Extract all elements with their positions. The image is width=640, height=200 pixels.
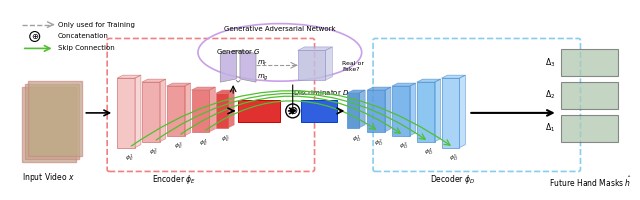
- Polygon shape: [385, 87, 391, 132]
- Text: Concatenation: Concatenation: [58, 33, 108, 39]
- Polygon shape: [166, 83, 191, 86]
- Text: $\phi^4_D$: $\phi^4_D$: [424, 147, 433, 157]
- Polygon shape: [417, 82, 435, 142]
- Polygon shape: [359, 90, 365, 128]
- Text: $\phi^5_D$: $\phi^5_D$: [449, 153, 458, 163]
- Text: Only used for Training: Only used for Training: [58, 22, 134, 28]
- Polygon shape: [298, 47, 332, 50]
- Polygon shape: [191, 90, 209, 132]
- Polygon shape: [160, 79, 166, 142]
- Text: $\phi^3_D$: $\phi^3_D$: [399, 141, 408, 151]
- Polygon shape: [240, 50, 256, 82]
- FancyBboxPatch shape: [28, 81, 83, 156]
- Text: Decoder $\phi_D$: Decoder $\phi_D$: [430, 173, 475, 186]
- Polygon shape: [142, 79, 166, 82]
- Text: $\oplus$: $\oplus$: [287, 105, 298, 116]
- Polygon shape: [392, 86, 410, 136]
- Polygon shape: [184, 83, 191, 136]
- Text: $\Delta_1$: $\Delta_1$: [545, 122, 556, 134]
- Text: Generator $G$: Generator $G$: [216, 47, 260, 56]
- Polygon shape: [326, 47, 332, 80]
- Circle shape: [286, 104, 300, 118]
- Text: Future Hand Masks $\hat{h}$: Future Hand Masks $\hat{h}$: [549, 174, 632, 189]
- FancyBboxPatch shape: [25, 84, 79, 159]
- Polygon shape: [117, 78, 135, 148]
- Text: $m_r$: $m_r$: [257, 59, 268, 68]
- Polygon shape: [417, 79, 440, 82]
- FancyBboxPatch shape: [561, 115, 618, 142]
- Text: $m_g$: $m_g$: [257, 73, 269, 83]
- Text: $\phi^2_D$: $\phi^2_D$: [374, 137, 384, 148]
- Text: Input Video $x$: Input Video $x$: [22, 171, 75, 184]
- Text: Generative Adversarial Network: Generative Adversarial Network: [224, 26, 335, 32]
- Polygon shape: [367, 87, 391, 90]
- Polygon shape: [142, 82, 160, 142]
- Polygon shape: [442, 75, 465, 78]
- Polygon shape: [298, 50, 326, 80]
- Polygon shape: [301, 100, 337, 122]
- Polygon shape: [228, 90, 234, 128]
- Polygon shape: [348, 90, 365, 93]
- Polygon shape: [191, 87, 215, 90]
- Text: Encoder $\phi_E$: Encoder $\phi_E$: [152, 173, 196, 186]
- FancyBboxPatch shape: [561, 49, 618, 76]
- Polygon shape: [410, 83, 416, 136]
- Polygon shape: [460, 75, 465, 148]
- Text: $\Delta_2$: $\Delta_2$: [545, 89, 556, 101]
- Polygon shape: [220, 50, 236, 82]
- Polygon shape: [392, 83, 416, 86]
- Text: $\phi^2_E$: $\phi^2_E$: [149, 147, 158, 157]
- Polygon shape: [166, 86, 184, 136]
- Text: $\phi^4_E$: $\phi^4_E$: [199, 137, 208, 148]
- Polygon shape: [348, 93, 359, 128]
- Text: $\phi^1_E$: $\phi^1_E$: [125, 153, 133, 163]
- Text: $\phi^3_E$: $\phi^3_E$: [174, 141, 183, 151]
- Polygon shape: [135, 75, 141, 148]
- Polygon shape: [442, 78, 460, 148]
- Polygon shape: [238, 100, 280, 122]
- Polygon shape: [216, 90, 234, 93]
- Text: Real or
Fake?: Real or Fake?: [342, 61, 364, 72]
- Text: $\phi^1_D$: $\phi^1_D$: [351, 133, 361, 144]
- Text: $\phi^5_E$: $\phi^5_E$: [221, 133, 230, 144]
- Polygon shape: [435, 79, 440, 142]
- FancyBboxPatch shape: [22, 87, 76, 162]
- FancyBboxPatch shape: [561, 82, 618, 109]
- Polygon shape: [216, 93, 228, 128]
- Polygon shape: [209, 87, 215, 132]
- Text: Discriminator $D$: Discriminator $D$: [293, 88, 349, 97]
- Circle shape: [30, 32, 40, 41]
- Polygon shape: [117, 75, 141, 78]
- Text: $\oplus$: $\oplus$: [31, 32, 39, 41]
- Text: Skip Connection: Skip Connection: [58, 45, 115, 51]
- Text: $\Delta_3$: $\Delta_3$: [545, 56, 556, 69]
- Polygon shape: [367, 90, 385, 132]
